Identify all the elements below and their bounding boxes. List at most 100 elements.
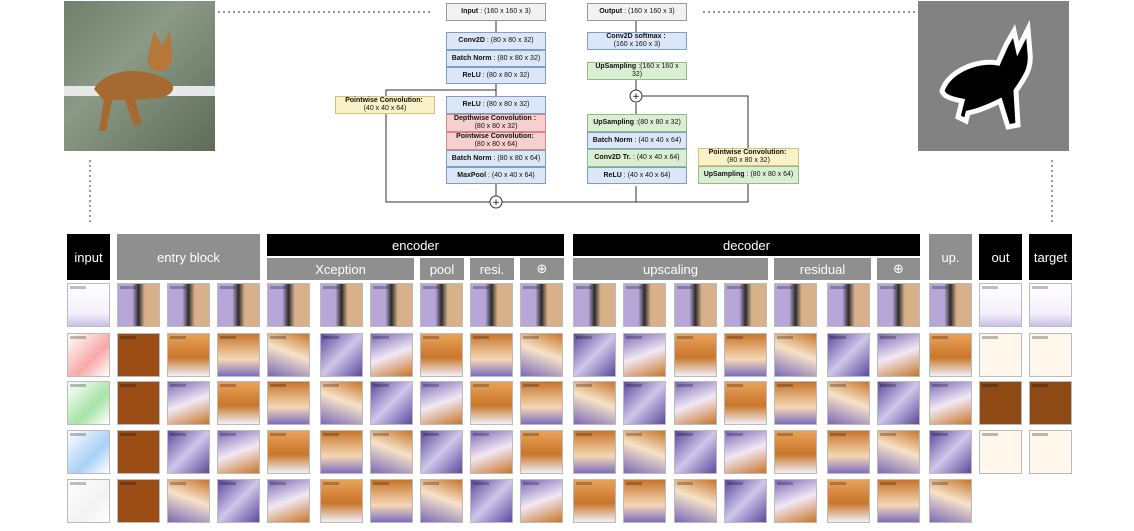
block-maxpool: MaxPool: (40 x 40 x 64) xyxy=(446,167,546,184)
histogram-cell xyxy=(217,283,260,327)
cat-illustration xyxy=(64,31,215,131)
activation-cell xyxy=(520,430,563,474)
activation-cell xyxy=(724,333,767,377)
activation-cell xyxy=(267,479,310,523)
activation-cell xyxy=(420,479,463,523)
block-conv-softmax: Conv2D softmax : (160 x 160 x 3) xyxy=(587,32,687,50)
activation-cell xyxy=(929,381,972,425)
activation-cell xyxy=(774,381,817,425)
histogram-cell xyxy=(929,283,972,327)
activation-cell xyxy=(217,479,260,523)
activation-cell xyxy=(67,430,110,474)
header-xception: Xception xyxy=(267,258,414,280)
activation-cell xyxy=(217,381,260,425)
block-batchnorm-dec: Batch Norm: (40 x 40 x 64) xyxy=(587,132,687,149)
activation-cell xyxy=(827,333,870,377)
block-residual-pointwise: Pointwise Convolution: (80 x 80 x 32) xyxy=(698,148,799,166)
activation-cell xyxy=(1029,381,1072,425)
header-resi: resi. xyxy=(470,258,514,280)
header-up: up. xyxy=(929,234,972,280)
activation-cell xyxy=(827,430,870,474)
header-pool: pool xyxy=(420,258,464,280)
histogram-cell xyxy=(320,283,363,327)
block-batchnorm-2: Batch Norm: (80 x 80 x 64) xyxy=(446,150,546,167)
histogram-cell xyxy=(67,283,110,327)
histogram-cell xyxy=(623,283,666,327)
header-out: out xyxy=(979,234,1022,280)
activation-cell xyxy=(929,333,972,377)
histogram-cell xyxy=(674,283,717,327)
activation-cell xyxy=(827,381,870,425)
activation-cell xyxy=(674,333,717,377)
block-upsampling-final: UpSampling:(160 x 160 x 32) xyxy=(587,62,687,80)
activation-cell xyxy=(573,381,616,425)
activation-cell xyxy=(573,479,616,523)
activation-cell xyxy=(774,479,817,523)
activation-cell xyxy=(370,333,413,377)
block-relu-2: ReLU: (80 x 80 x 32) xyxy=(446,96,546,114)
activation-cell xyxy=(827,479,870,523)
activation-cell xyxy=(979,430,1022,474)
header-input: input xyxy=(67,234,110,280)
activation-cell xyxy=(117,430,160,474)
activation-cell xyxy=(724,381,767,425)
activation-cell xyxy=(267,333,310,377)
block-relu-1: ReLU: (80 x 80 x 32) xyxy=(446,67,546,84)
activation-cell xyxy=(929,430,972,474)
add-node-dec: + xyxy=(632,92,640,102)
activation-cell xyxy=(470,479,513,523)
activation-cell xyxy=(724,479,767,523)
activation-cell xyxy=(674,479,717,523)
activation-cell xyxy=(674,381,717,425)
histogram-cell xyxy=(167,283,210,327)
activation-cell xyxy=(167,430,210,474)
header-residual: residual xyxy=(774,258,871,280)
activation-cell xyxy=(267,430,310,474)
activation-cell xyxy=(623,430,666,474)
block-depthwise: Depthwise Convolution : (80 x 80 x 32) xyxy=(446,114,546,132)
activation-cell xyxy=(1029,333,1072,377)
block-batchnorm-1: Batch Norm: (80 x 80 x 32) xyxy=(446,50,546,67)
activation-cell xyxy=(877,381,920,425)
add-node-enc: + xyxy=(492,198,500,208)
activation-cell xyxy=(623,381,666,425)
histogram-cell xyxy=(979,283,1022,327)
activation-cell xyxy=(877,430,920,474)
activation-cell xyxy=(573,333,616,377)
activation-cell xyxy=(167,479,210,523)
activation-cell xyxy=(420,333,463,377)
activation-cell xyxy=(774,333,817,377)
header-oplus-dec: ⊕ xyxy=(877,258,920,280)
histogram-cell xyxy=(370,283,413,327)
activation-cell xyxy=(370,479,413,523)
block-relu-dec: ReLU: (40 x 40 x 64) xyxy=(587,167,687,184)
activation-cell xyxy=(267,381,310,425)
histogram-cell xyxy=(420,283,463,327)
activation-cell xyxy=(470,333,513,377)
input-cat-photo xyxy=(64,1,215,151)
activation-cell xyxy=(420,381,463,425)
block-conv2d-tr: Conv2D Tr.: (40 x 40 x 64) xyxy=(587,149,687,167)
block-input: Input: (160 x 160 x 3) xyxy=(446,3,546,21)
block-skip-pointwise: Pointwise Convolution: (40 x 40 x 64) xyxy=(335,96,435,114)
activation-cell xyxy=(470,381,513,425)
activation-cell xyxy=(623,333,666,377)
activation-cell xyxy=(623,479,666,523)
histogram-cell xyxy=(117,283,160,327)
activation-cell xyxy=(117,381,160,425)
activation-cell xyxy=(724,430,767,474)
activation-cell xyxy=(929,479,972,523)
activation-cell xyxy=(320,430,363,474)
activation-cell xyxy=(217,430,260,474)
activation-cell xyxy=(67,333,110,377)
activation-cell xyxy=(67,479,110,523)
activation-cell xyxy=(520,333,563,377)
activation-cell xyxy=(979,381,1022,425)
mask-illustration xyxy=(939,19,1033,130)
activation-cell xyxy=(67,381,110,425)
activation-cell xyxy=(573,430,616,474)
block-upsampling-dec: UpSampling:(80 x 80 x 32) xyxy=(587,114,687,132)
activation-cell xyxy=(420,430,463,474)
activation-cell xyxy=(520,479,563,523)
block-conv2d: Conv2D: (80 x 80 x 32) xyxy=(446,32,546,50)
